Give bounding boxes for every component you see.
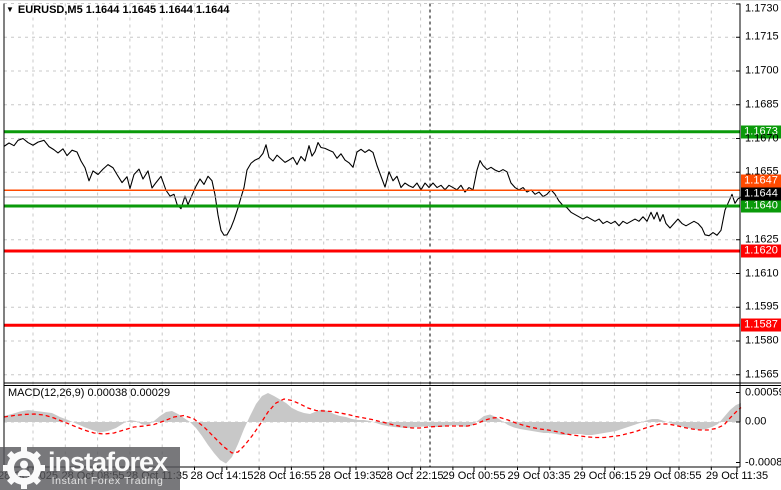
time-tick-label: 28 Oct 16:55	[253, 470, 317, 482]
price-level-badge: 1.1587	[741, 318, 781, 332]
watermark-tagline: Instant Forex Trading	[51, 475, 164, 487]
symbol-info[interactable]: ▼ EURUSD,M5 1.1644 1.1645 1.1644 1.1644	[6, 4, 230, 16]
price-tick-label: 1.1580	[745, 334, 779, 347]
time-tick-label: 29 Oct 03:35	[507, 470, 571, 482]
macd-indicator-label: MACD(12,26,9) 0.00038 0.00029	[8, 388, 170, 399]
price-tick-label: 1.1715	[745, 30, 779, 43]
time-tick-label: 29 Oct 11:35	[705, 470, 769, 482]
price-level-badge: 1.1620	[741, 244, 781, 258]
price-level-badge: 1.1673	[741, 125, 781, 139]
time-tick-label: 29 Oct 00:55	[442, 470, 506, 482]
price-level-badge: 1.1647	[741, 174, 781, 188]
price-tick-label: 1.1700	[745, 64, 779, 77]
price-tick-label: 1.1670	[745, 132, 779, 144]
instaforex-watermark: instaforex Instant Forex Trading	[0, 447, 180, 490]
price-level-badge: 1.1644	[741, 187, 781, 200]
macd-name: MACD(12,26,9)	[8, 387, 85, 399]
macd-tick-label: -0.00081	[745, 456, 781, 468]
macd-values: 0.00038 0.00029	[87, 387, 171, 399]
time-tick-label: 29 Oct 08:55	[638, 470, 702, 482]
instaforex-gear-icon	[3, 447, 45, 489]
time-tick-label: 28 Oct 14:15	[190, 470, 254, 482]
time-tick-label: 28 Oct 22:15	[380, 470, 444, 482]
price-tick-label: 1.1595	[745, 300, 779, 313]
price-tick-label: 1.1655	[745, 165, 779, 178]
chevron-down-icon[interactable]: ▼	[6, 5, 14, 14]
price-tick-label: 1.1685	[745, 98, 779, 111]
time-tick-label: 28 Oct 19:35	[318, 470, 382, 482]
price-tick-label: 1.1625	[745, 233, 779, 246]
price-tick-label: 1.1730	[745, 2, 779, 15]
macd-tick-label: 0.00059	[745, 386, 781, 398]
price-level-badge: 1.1640	[741, 199, 781, 213]
symbol-ohlc-text: EURUSD,M5 1.1644 1.1645 1.1644 1.1644	[17, 4, 230, 16]
watermark-brand: instaforex	[48, 447, 168, 477]
price-tick-label: 1.1565	[745, 368, 779, 381]
price-tick-label: 1.1610	[745, 267, 779, 279]
macd-tick-label: 0.00	[745, 415, 767, 428]
time-tick-label: 29 Oct 06:15	[573, 470, 637, 482]
